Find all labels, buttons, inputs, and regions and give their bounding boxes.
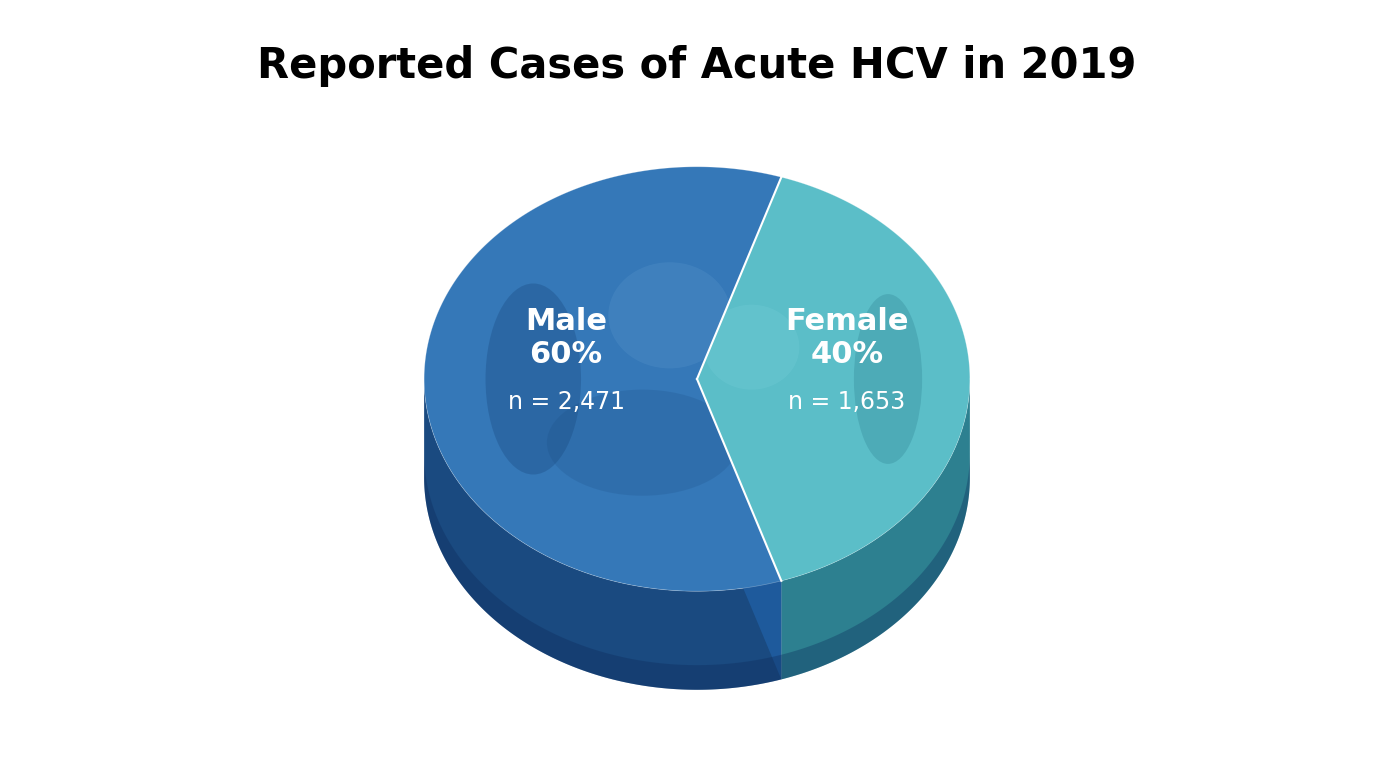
Text: n = 2,471: n = 2,471 [507,390,625,415]
Polygon shape [781,379,970,679]
Polygon shape [424,379,781,690]
Text: Male
60%: Male 60% [526,307,606,369]
Text: Reported Cases of Acute HCV in 2019: Reported Cases of Acute HCV in 2019 [258,45,1136,87]
Ellipse shape [485,283,581,475]
Ellipse shape [546,390,737,496]
Polygon shape [697,177,970,581]
Polygon shape [424,167,781,591]
Polygon shape [424,453,970,690]
Ellipse shape [704,305,799,390]
Polygon shape [697,379,781,679]
Ellipse shape [855,294,921,464]
Text: n = 1,653: n = 1,653 [789,390,906,415]
Text: Female
40%: Female 40% [785,307,909,369]
Ellipse shape [608,262,730,368]
